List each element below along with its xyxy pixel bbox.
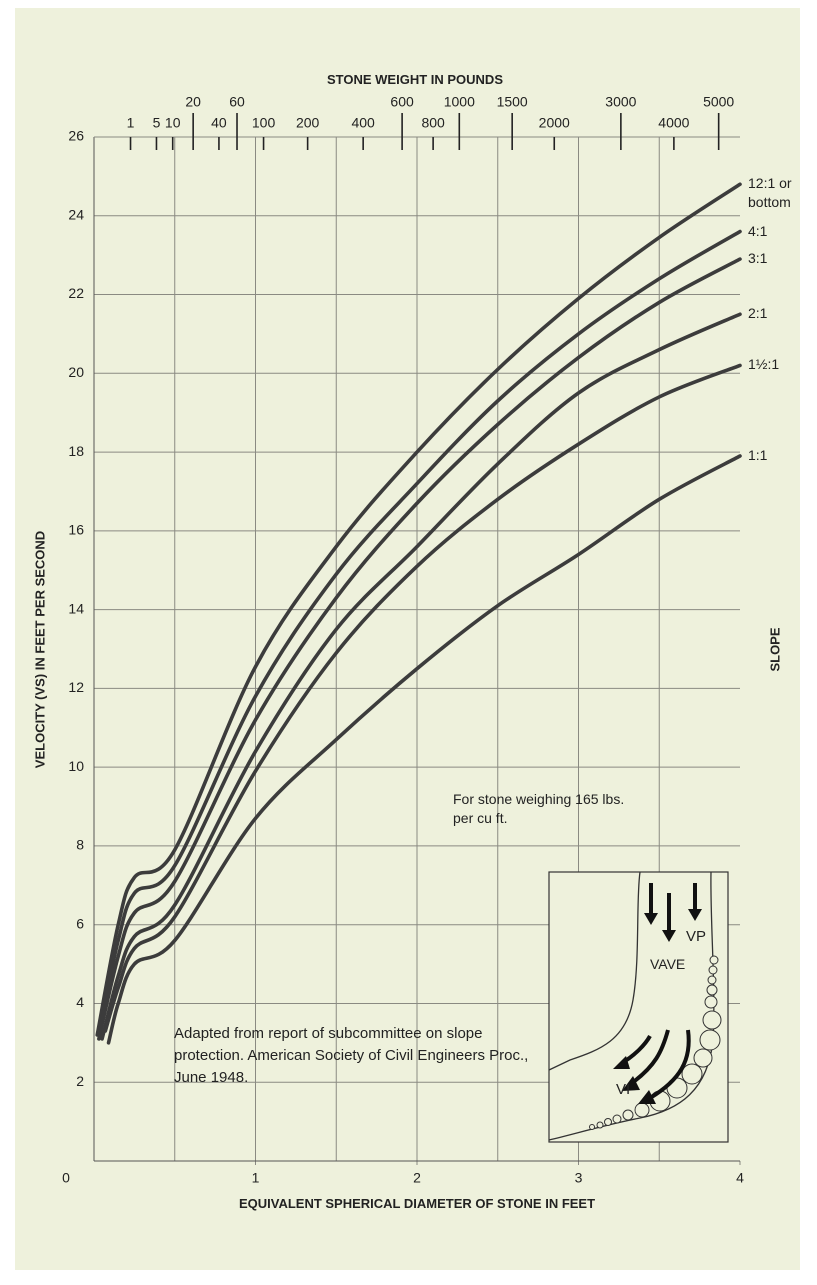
x-tick-label: 3: [575, 1170, 583, 1186]
y-axis-title: VELOCITY (VS) IN FEET PER SECOND: [32, 530, 48, 769]
legend-label: 12:1 or bottom: [748, 175, 792, 211]
y-tick-label: 22: [68, 285, 84, 301]
x2-tick-label: 4000: [658, 115, 689, 131]
y-tick-label: 2: [76, 1073, 84, 1089]
x-tick-label: 2: [413, 1170, 421, 1186]
legend-label: 2:1: [748, 305, 768, 322]
y-tick-label: 12: [68, 679, 84, 695]
series-line: [97, 257, 742, 1041]
x2-axis-title: STONE WEIGHT IN POUNDS: [327, 72, 503, 87]
x-tick-label: 1: [252, 1170, 260, 1186]
y-tick-label: 18: [68, 443, 84, 459]
series-line: [103, 363, 742, 1033]
legend-label: 4:1: [748, 222, 768, 239]
y-tick-label: 16: [68, 522, 84, 538]
legend-label: 3:1: [748, 250, 768, 267]
y-tick-label: 20: [68, 364, 84, 380]
x2-tick-label: 10: [165, 115, 181, 131]
x-tick-label: 4: [736, 1170, 744, 1186]
x2-tick-label: 60: [229, 94, 245, 110]
y-tick-label: 10: [68, 758, 84, 774]
x2-tick-label: 3000: [605, 94, 636, 110]
x2-tick-label: 400: [351, 115, 375, 131]
series-line: [100, 312, 742, 1041]
legend-title: SLOPE: [767, 627, 783, 672]
x2-tick-label: 100: [252, 115, 276, 131]
series-line: [106, 454, 742, 1045]
y-tick-label: 26: [68, 128, 84, 144]
x2-tick-label: 5000: [703, 94, 734, 110]
y-tick-label: 4: [76, 994, 84, 1010]
legend-label: 1½:1: [748, 356, 780, 373]
x2-tick-label: 40: [211, 115, 227, 131]
x2-tick-label: 600: [390, 94, 414, 110]
x2-tick-label: 1500: [497, 94, 528, 110]
x2-tick-label: 5: [153, 115, 161, 131]
y-tick-label: 24: [68, 206, 84, 222]
x2-tick-label: 800: [421, 115, 445, 131]
x2-tick-label: 1000: [444, 94, 475, 110]
annotation: Adapted from report of subcommittee on s…: [174, 1025, 529, 1086]
x2-tick-label: 20: [185, 94, 201, 110]
inset-label: VAVE: [650, 956, 686, 972]
x2-tick-label: 200: [296, 115, 320, 131]
legend-label: 1:1: [748, 447, 768, 463]
inset-label: VP: [686, 928, 707, 945]
inset-label: VI: [616, 1081, 631, 1098]
x-axis-title: EQUIVALENT SPHERICAL DIAMETER OF STONE I…: [238, 1196, 596, 1211]
series-line: [95, 182, 742, 1037]
annotation: For stone weighing 165 lbs. per cu ft.: [453, 791, 625, 826]
x2-tick-label: 1: [127, 115, 135, 131]
y-tick-label: 6: [76, 915, 84, 931]
inset-diagram: [548, 871, 729, 1143]
series-line: [97, 229, 742, 1033]
x2-tick-label: 2000: [539, 115, 570, 131]
y-tick-label: 14: [68, 600, 84, 616]
y-tick-label: 8: [76, 837, 84, 853]
x-tick-label: 0: [62, 1170, 70, 1186]
